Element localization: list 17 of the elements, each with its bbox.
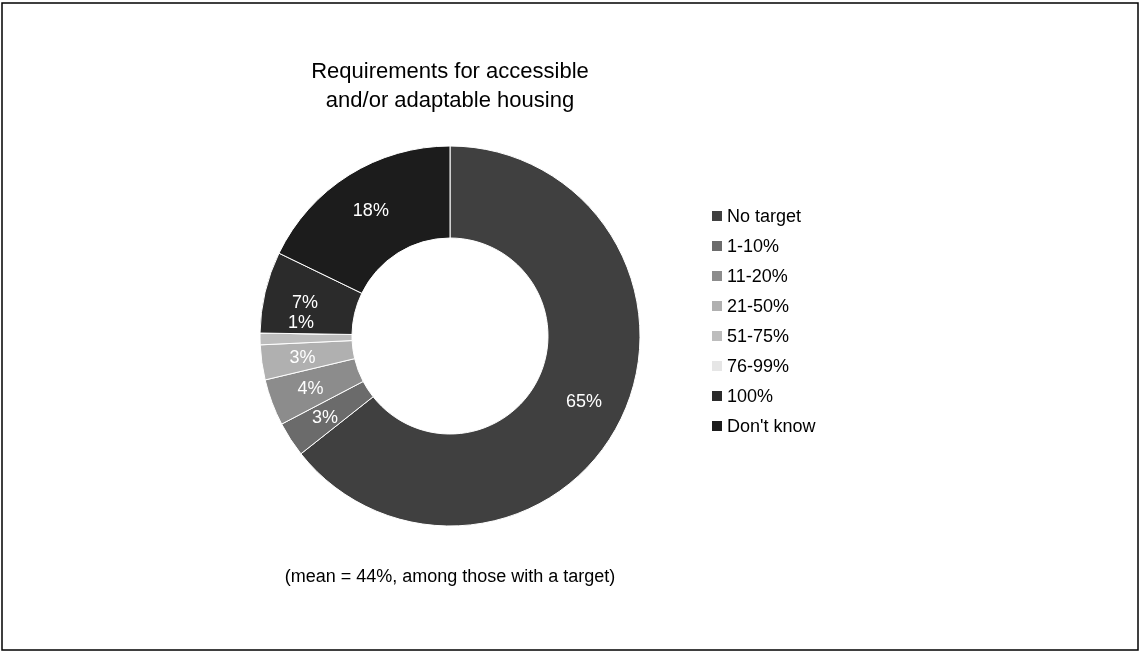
chart-title: Requirements for accessible and/or adaptable housing (311, 58, 589, 112)
legend-label: 1-10% (727, 236, 780, 256)
legend-label: 76-99% (727, 356, 790, 376)
legend-label: 11-20% (727, 266, 788, 286)
legend-label: 51-75% (727, 326, 790, 346)
data-label: 1% (288, 312, 315, 333)
legend-label: No target (727, 206, 802, 226)
legend-label: Don't know (727, 416, 817, 436)
legend-label: 21-50% (727, 296, 790, 316)
data-label: 3% (311, 407, 338, 428)
data-label: 4% (297, 378, 324, 399)
data-label: 65% (566, 390, 603, 411)
data-label: 18% (352, 199, 389, 220)
text: (mean = 44%, among those with a target) (284, 566, 616, 586)
data-label: 7% (292, 291, 319, 312)
data-label: 3% (289, 346, 316, 367)
legend-label: 100% (727, 386, 774, 406)
